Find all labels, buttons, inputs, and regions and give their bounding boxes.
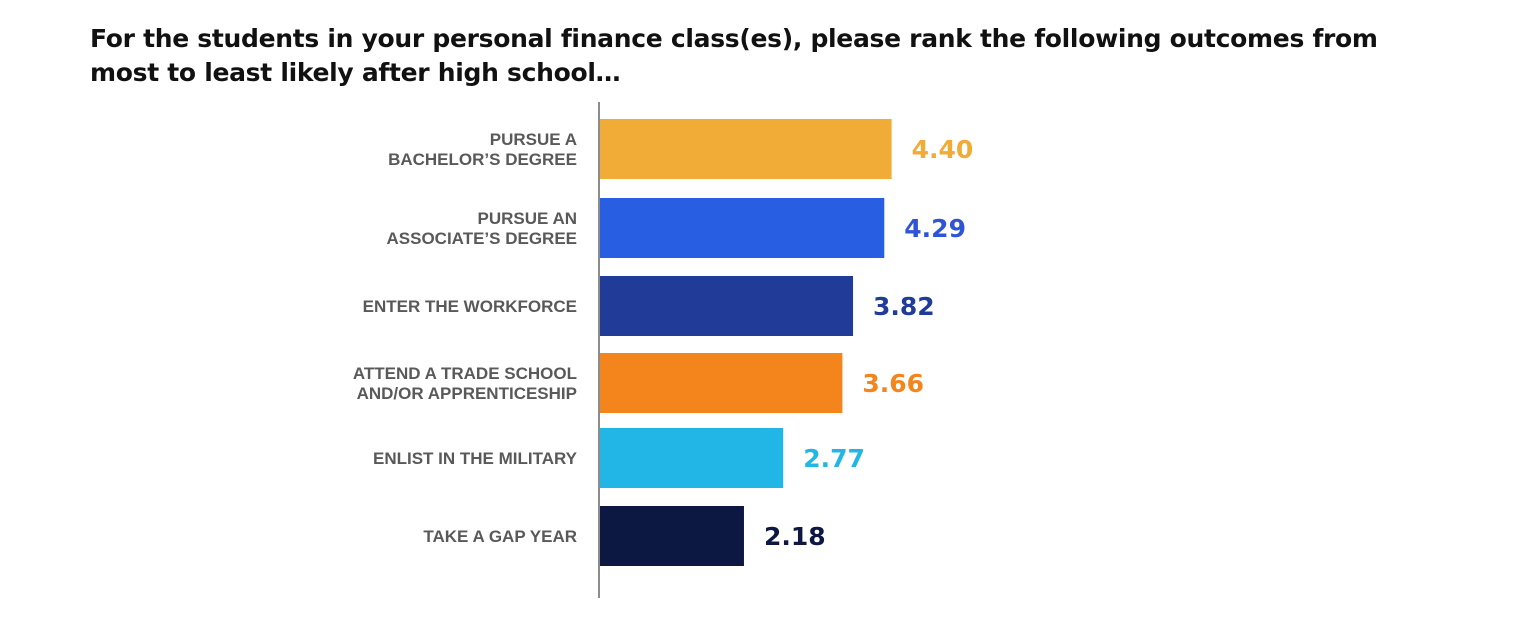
bar-2 [599, 198, 885, 258]
category-label-4-line-2: AND/OR APPRENTICESHIP [357, 384, 577, 403]
bar-4 [599, 353, 843, 413]
value-label-1: 4.40 [912, 135, 974, 164]
category-label-4-line-1: ATTEND A TRADE SCHOOL [353, 364, 577, 383]
category-label-3-line-1: ENTER THE WORKFORCE [363, 297, 577, 316]
value-label-6: 2.18 [764, 522, 826, 551]
category-label-1-line-1: PURSUE A [490, 130, 577, 149]
bar-3 [599, 276, 854, 336]
category-label-2-line-1: PURSUE AN [478, 209, 578, 228]
category-label-5-line-1: ENLIST IN THE MILITARY [373, 449, 578, 468]
bars-group [599, 119, 892, 566]
bar-5 [599, 428, 784, 488]
bar-6 [599, 506, 744, 566]
chart-title-line-2: most to least likely after high school… [90, 58, 621, 87]
value-label-2: 4.29 [904, 214, 966, 243]
value-label-4: 3.66 [862, 369, 924, 398]
category-label-6-line-1: TAKE A GAP YEAR [423, 527, 577, 546]
chart-title-line-1: For the students in your personal financ… [90, 24, 1378, 53]
category-label-2-line-2: ASSOCIATE’S DEGREE [387, 229, 578, 248]
bar-1 [599, 119, 892, 179]
category-label-1-line-2: BACHELOR’S DEGREE [388, 150, 577, 169]
value-labels-group: 4.40 4.29 3.82 3.66 2.77 2.18 [764, 135, 973, 551]
chart-title: For the students in your personal financ… [90, 22, 1430, 90]
value-label-3: 3.82 [873, 292, 935, 321]
value-label-5: 2.77 [803, 444, 865, 473]
